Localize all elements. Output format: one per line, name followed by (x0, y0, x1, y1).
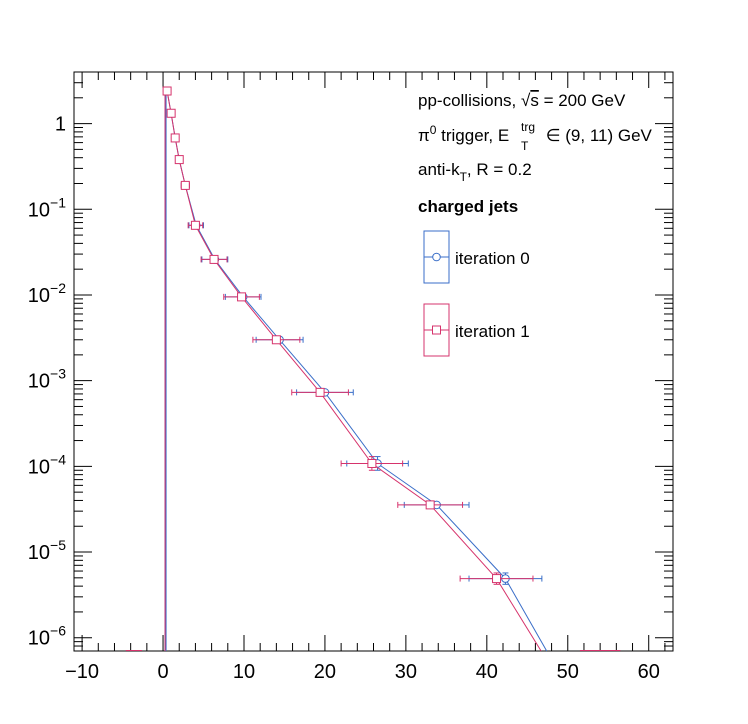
series-iteration-1 (162, 86, 542, 652)
x-tick-label: −10 (65, 661, 99, 683)
x-tick-label: 60 (638, 661, 660, 683)
annotation-heading: charged jets (418, 197, 518, 216)
legend-label-iteration-0: iteration 0 (455, 249, 530, 268)
data-point-square (425, 500, 435, 510)
y-tick-label: 10−6 (28, 623, 66, 650)
data-point-square (166, 108, 176, 118)
data-point-square (209, 254, 219, 264)
y-tick-label: 10−4 (28, 451, 66, 478)
data-point-square (367, 458, 377, 468)
x-axis-ticks (81, 72, 666, 651)
plot-area (125, 86, 621, 652)
sqrt-overbar: s (530, 91, 539, 110)
annotation-algorithm: anti-kT, R = 0.2 (418, 160, 532, 184)
data-point-square (180, 180, 190, 190)
x-tick-label: 0 (157, 661, 168, 683)
legend-entry-iteration-0: iteration 0 (423, 230, 530, 284)
legend-label-iteration-1: iteration 1 (455, 322, 530, 341)
x-tick-label: 40 (476, 661, 498, 683)
x-tick-label: 50 (557, 661, 579, 683)
data-point-square (174, 155, 184, 165)
data-point-square (492, 574, 502, 584)
y-axis-ticks (74, 71, 673, 652)
data-point-square (190, 220, 200, 230)
y-tick-label: 10−3 (28, 366, 66, 393)
legend-entry-iteration-1: iteration 1 (423, 303, 530, 357)
legend-marker-circle (432, 252, 441, 262)
annotation-block: pp-collisions, √s = 200 GeV π0 trigger, … (418, 91, 653, 216)
data-point-square (271, 335, 281, 345)
y-axis-tick-labels: 1 10−1 10−2 10−3 10−4 10−5 10−6 (28, 114, 66, 650)
x-tick-label: 30 (395, 661, 417, 683)
data-point-square (170, 133, 180, 143)
legend: iteration 0 iteration 1 (423, 230, 530, 357)
y-tick-label: 10−5 (28, 537, 66, 564)
data-point-square (315, 387, 325, 397)
data-point-square (237, 292, 247, 302)
y-tick-label: 10−2 (28, 280, 66, 307)
annotation-collisions: pp-collisions, √s = 200 GeV (418, 91, 626, 110)
legend-marker-square (432, 325, 441, 335)
y-tick-label: 10−1 (28, 194, 66, 221)
data-point-square (162, 86, 172, 96)
x-axis-tick-labels: −10 0 10 20 30 40 50 60 (65, 661, 660, 683)
x-tick-label: 20 (314, 661, 336, 683)
y-tick-label: 1 (55, 114, 66, 136)
x-tick-label: 10 (233, 661, 255, 683)
